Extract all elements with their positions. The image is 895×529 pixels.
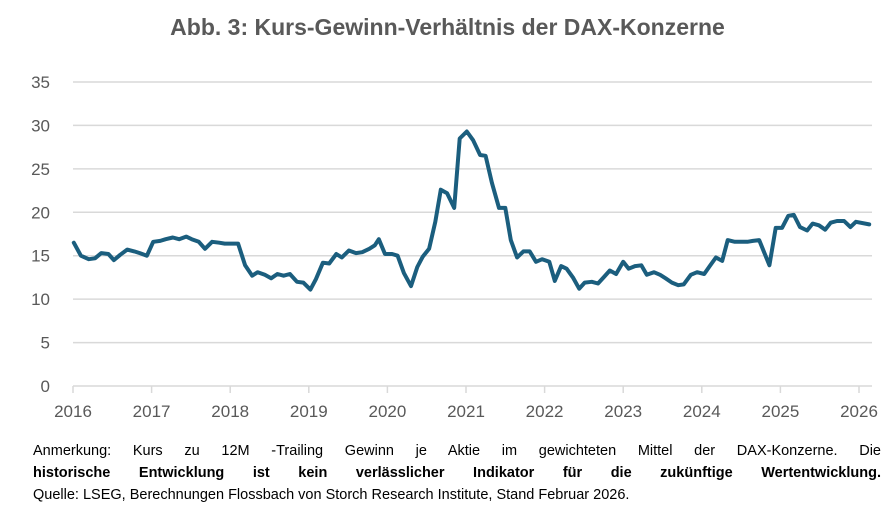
- chart-title: Abb. 3: Kurs-Gewinn-Verhältnis der DAX-K…: [170, 14, 725, 40]
- y-tick-label: 0: [41, 377, 50, 396]
- footnote-remark: Anmerkung: Kurs zu 12M -Trailing Gewinn …: [33, 443, 881, 459]
- y-tick-label: 15: [31, 247, 50, 266]
- x-tick-label: 2018: [211, 402, 249, 421]
- x-tick-label: 2023: [604, 402, 642, 421]
- kgv-series-line: [71, 129, 872, 292]
- x-tick-label: 2022: [526, 402, 564, 421]
- y-tick-label: 10: [31, 290, 50, 309]
- y-tick-label: 5: [41, 334, 50, 353]
- footnote-disclaimer: historische Entwicklung ist kein verläss…: [33, 465, 881, 481]
- footnote-source: Quelle: LSEG, Berechnungen Flossbach von…: [33, 487, 630, 503]
- y-tick-label: 25: [31, 160, 50, 179]
- x-tick-label: 2021: [447, 402, 485, 421]
- x-tick-label: 2024: [683, 402, 721, 421]
- x-tick-label: 2017: [133, 402, 171, 421]
- x-tick-label: 2016: [54, 402, 92, 421]
- x-tick-label: 2025: [761, 402, 799, 421]
- x-tick-label: 2026: [840, 402, 878, 421]
- y-tick-label: 35: [31, 73, 50, 92]
- y-tick-label: 20: [31, 203, 50, 222]
- y-tick-label: 30: [31, 116, 50, 135]
- x-tick-label: 2020: [368, 402, 406, 421]
- x-tick-label: 2019: [290, 402, 328, 421]
